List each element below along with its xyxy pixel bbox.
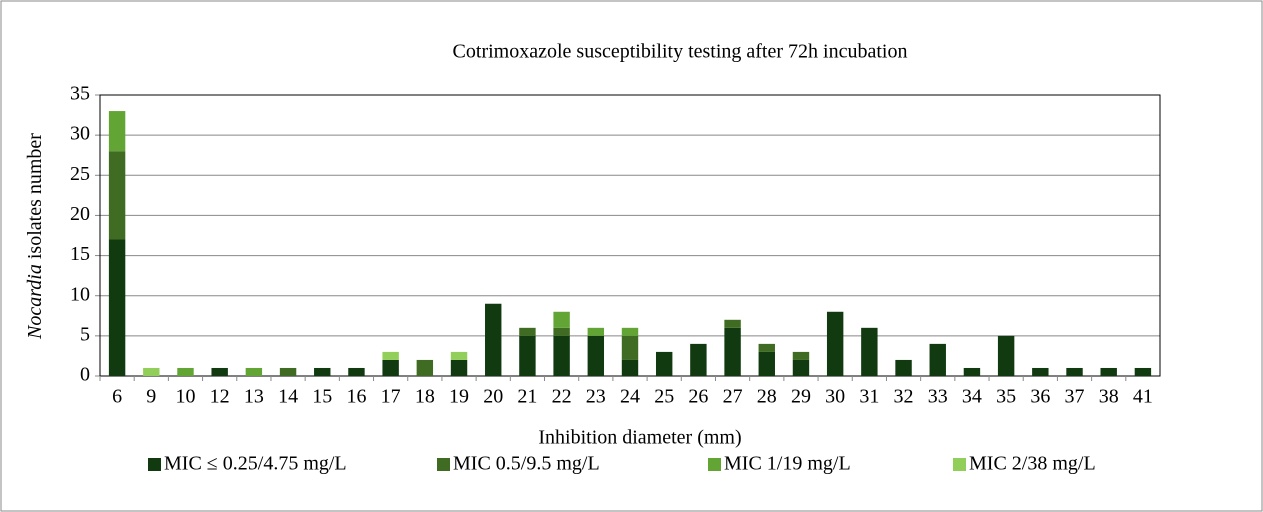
bar-segment bbox=[929, 343, 946, 376]
bar-segment bbox=[724, 327, 741, 376]
x-tick-label: 37 bbox=[1065, 386, 1085, 408]
x-tick-label: 41 bbox=[1133, 386, 1153, 408]
x-axis-label: Inhibition diameter (mm) bbox=[538, 427, 741, 449]
bar-segment bbox=[382, 351, 399, 360]
bar-segment bbox=[1100, 367, 1117, 376]
y-tick-label: 25 bbox=[70, 163, 90, 185]
bar-segment bbox=[792, 359, 810, 376]
y-tick-label: 35 bbox=[70, 83, 90, 105]
x-tick-label: 9 bbox=[146, 386, 156, 408]
legend-swatch bbox=[953, 458, 966, 471]
bar-segment bbox=[1134, 367, 1152, 376]
x-tick-label: 30 bbox=[825, 386, 845, 408]
x-tick-label: 26 bbox=[688, 386, 708, 408]
legend-label: MIC ≤ 0.25/4.75 mg/L bbox=[164, 453, 347, 475]
bar-segment bbox=[519, 335, 536, 376]
legend-swatch bbox=[148, 458, 161, 471]
bar-segment bbox=[758, 343, 775, 352]
bar-segment bbox=[621, 327, 639, 336]
x-tick-label: 36 bbox=[1030, 386, 1050, 408]
x-tick-label: 25 bbox=[654, 386, 674, 408]
bar-segment bbox=[519, 327, 536, 336]
bar-segment bbox=[621, 359, 639, 376]
y-tick-label: 20 bbox=[70, 203, 90, 225]
chart-title: Cotrimoxazole susceptibility testing aft… bbox=[453, 41, 908, 63]
bar-segment bbox=[108, 111, 126, 152]
legend-label: MIC 2/38 mg/L bbox=[969, 453, 1096, 475]
bar-segment bbox=[279, 367, 297, 376]
bar-segment bbox=[963, 367, 981, 376]
legend-swatch bbox=[437, 458, 450, 471]
y-tick-label: 5 bbox=[80, 323, 90, 345]
bar-segment bbox=[348, 367, 365, 376]
bar-segment bbox=[177, 367, 194, 376]
x-tick-label: 16 bbox=[346, 386, 366, 408]
x-tick-label: 31 bbox=[859, 386, 879, 408]
y-tick-label: 0 bbox=[80, 364, 90, 386]
bar-segment bbox=[826, 311, 844, 376]
x-tick-label: 15 bbox=[312, 386, 332, 408]
y-axis-label-rest: isolates number bbox=[24, 133, 46, 264]
bar-segment bbox=[895, 359, 912, 376]
bar-segment bbox=[997, 335, 1015, 376]
legend-label: MIC 0.5/9.5 mg/L bbox=[453, 453, 600, 475]
y-axis-label-italic: Nocardia bbox=[24, 264, 46, 340]
bar-segment bbox=[108, 151, 126, 240]
bar-segment bbox=[1066, 367, 1083, 376]
x-tick-label: 20 bbox=[483, 386, 503, 408]
x-tick-label: 32 bbox=[894, 386, 914, 408]
x-tick-label: 13 bbox=[244, 386, 264, 408]
x-tick-label: 18 bbox=[415, 386, 435, 408]
bar-segment bbox=[792, 351, 810, 360]
x-tick-label: 22 bbox=[552, 386, 572, 408]
x-tick-label: 12 bbox=[210, 386, 230, 408]
y-tick-label: 15 bbox=[70, 243, 90, 265]
bar-segment bbox=[621, 335, 639, 360]
x-tick-label: 27 bbox=[723, 386, 743, 408]
x-tick-label: 33 bbox=[928, 386, 948, 408]
y-axis-label: Nocardia isolates number bbox=[24, 133, 46, 340]
bar-segment bbox=[485, 303, 502, 376]
bar-segment bbox=[690, 343, 707, 376]
x-tick-label: 34 bbox=[962, 386, 982, 408]
bar-segment bbox=[553, 335, 570, 376]
bar-segment bbox=[655, 351, 673, 376]
bar-segment bbox=[861, 327, 878, 376]
bar-segment bbox=[382, 359, 399, 376]
x-tick-label: 38 bbox=[1099, 386, 1119, 408]
bar-segment bbox=[758, 351, 775, 376]
bar-segment bbox=[108, 239, 126, 376]
y-tick-label: 30 bbox=[70, 123, 90, 145]
x-tick-label: 24 bbox=[620, 386, 640, 408]
y-tick-label: 10 bbox=[70, 283, 90, 305]
x-tick-label: 35 bbox=[996, 386, 1016, 408]
bar-segment bbox=[314, 367, 331, 376]
bar-segment bbox=[553, 311, 570, 328]
x-tick-label: 21 bbox=[517, 386, 537, 408]
bar-segment bbox=[245, 367, 263, 376]
bar-segment bbox=[587, 335, 605, 376]
bar-segment bbox=[1032, 367, 1049, 376]
x-tick-label: 14 bbox=[278, 386, 298, 408]
bar-segment bbox=[450, 359, 468, 376]
x-tick-label: 6 bbox=[112, 386, 122, 408]
x-tick-label: 19 bbox=[449, 386, 469, 408]
legend-label: MIC 1/19 mg/L bbox=[724, 453, 851, 475]
x-tick-label: 29 bbox=[791, 386, 811, 408]
bar-segment bbox=[211, 367, 228, 376]
x-tick-label: 10 bbox=[175, 386, 195, 408]
x-tick-label: 17 bbox=[381, 386, 401, 408]
bar-segment bbox=[587, 327, 605, 336]
bar-segment bbox=[724, 319, 741, 328]
bar-segment bbox=[416, 359, 434, 376]
x-tick-label: 23 bbox=[586, 386, 606, 408]
x-tick-label: 28 bbox=[757, 386, 777, 408]
bar-segment bbox=[143, 367, 160, 376]
bar-segment bbox=[450, 351, 468, 360]
bar-segment bbox=[553, 327, 570, 336]
legend-swatch bbox=[708, 458, 721, 471]
